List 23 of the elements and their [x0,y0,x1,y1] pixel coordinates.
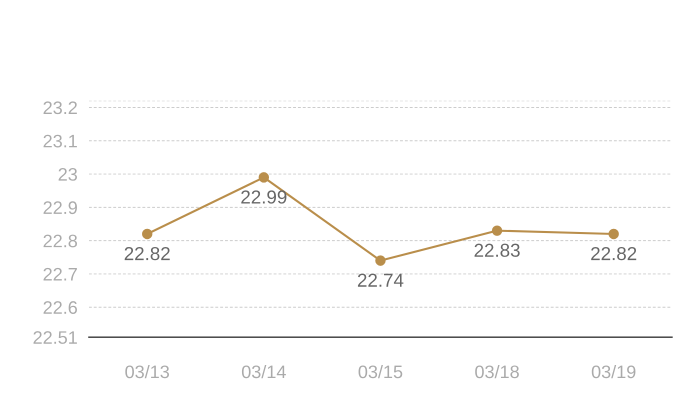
point [608,228,619,240]
y-tick-label: 22.51 [34,331,77,344]
point [258,172,270,183]
data-label: 22.99 [241,190,286,204]
x-tick-label: 03/19 [592,364,636,378]
data-label: 22.74 [358,274,404,287]
y-tick-label: 22.8 [44,234,78,248]
data-label: 22.83 [474,244,520,257]
y-tick-label: 23 [58,168,77,181]
data-label: 22.82 [124,246,170,260]
y-tick-label: 23.2 [44,101,77,114]
y-tick-label: 23.1 [44,134,77,148]
x-tick-label: 03/14 [242,364,286,378]
x-tick-label: 03/15 [358,364,402,378]
point [142,228,152,240]
y-tick-label: 22.6 [44,301,77,314]
x-tick-label: 03/13 [125,364,170,378]
y-tick-label: 22.9 [44,201,77,214]
y-tick-label: 22.7 [44,268,77,280]
data-label: 22.82 [591,246,636,260]
x-tick-label: 03/18 [475,364,519,378]
point [375,255,386,266]
point [492,225,502,236]
